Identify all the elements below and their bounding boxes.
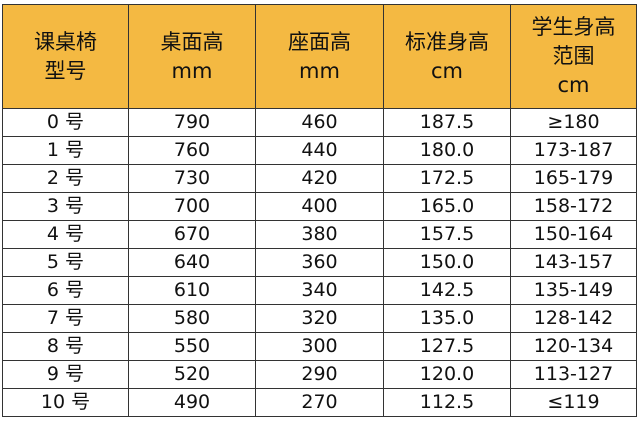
header-line: 标准身高 bbox=[405, 29, 489, 54]
cell-standard-height: 135.0 bbox=[383, 304, 511, 333]
table-row: 6 号 610 340 142.5 135-149 bbox=[2, 276, 637, 305]
cell-model: 1 号 bbox=[2, 136, 129, 165]
cell-student-height-range: 135-149 bbox=[510, 276, 637, 305]
table-row: 9 号 520 290 120.0 113-127 bbox=[2, 360, 637, 389]
cell-model: 8 号 bbox=[2, 332, 129, 361]
cell-desk-height: 550 bbox=[128, 332, 256, 361]
cell-student-height-range: 158-172 bbox=[510, 192, 637, 221]
header-seat-height: 座面高 mm bbox=[255, 4, 384, 109]
table-row: 1 号 760 440 180.0 173-187 bbox=[2, 136, 637, 165]
header-standard-height: 标准身高 cm bbox=[383, 4, 511, 109]
cell-model: 9 号 bbox=[2, 360, 129, 389]
cell-seat-height: 290 bbox=[255, 360, 384, 389]
cell-student-height-range: ≥180 bbox=[510, 108, 637, 137]
cell-standard-height: 165.0 bbox=[383, 192, 511, 221]
cell-seat-height: 440 bbox=[255, 136, 384, 165]
header-line: 课桌椅 bbox=[34, 29, 97, 54]
table-row: 4 号 670 380 157.5 150-164 bbox=[2, 220, 637, 249]
cell-student-height-range: 165-179 bbox=[510, 164, 637, 193]
table-row: 10 号 490 270 112.5 ≤119 bbox=[2, 388, 637, 417]
table-row: 0 号 790 460 187.5 ≥180 bbox=[2, 108, 637, 137]
cell-model: 10 号 bbox=[2, 388, 129, 417]
table-row: 8 号 550 300 127.5 120-134 bbox=[2, 332, 637, 361]
cell-standard-height: 187.5 bbox=[383, 108, 511, 137]
table-row: 2 号 730 420 172.5 165-179 bbox=[2, 164, 637, 193]
table-row: 7 号 580 320 135.0 128-142 bbox=[2, 304, 637, 333]
cell-desk-height: 490 bbox=[128, 388, 256, 417]
cell-desk-height: 580 bbox=[128, 304, 256, 333]
cell-desk-height: 700 bbox=[128, 192, 256, 221]
cell-seat-height: 380 bbox=[255, 220, 384, 249]
cell-standard-height: 172.5 bbox=[383, 164, 511, 193]
header-line: 型号 bbox=[44, 58, 87, 83]
header-line: mm bbox=[171, 58, 213, 83]
cell-student-height-range: ≤119 bbox=[510, 388, 637, 417]
cell-standard-height: 127.5 bbox=[383, 332, 511, 361]
cell-student-height-range: 143-157 bbox=[510, 248, 637, 277]
cell-seat-height: 320 bbox=[255, 304, 384, 333]
cell-model: 6 号 bbox=[2, 276, 129, 305]
header-line: 座面高 bbox=[288, 29, 351, 54]
cell-student-height-range: 128-142 bbox=[510, 304, 637, 333]
cell-standard-height: 120.0 bbox=[383, 360, 511, 389]
cell-model: 0 号 bbox=[2, 108, 129, 137]
header-line: 桌面高 bbox=[160, 29, 224, 54]
cell-seat-height: 400 bbox=[255, 192, 384, 221]
cell-desk-height: 730 bbox=[128, 164, 256, 193]
cell-student-height-range: 173-187 bbox=[510, 136, 637, 165]
header-desk-height: 桌面高 mm bbox=[128, 4, 256, 109]
header-student-height-range: 学生身高范围 cm bbox=[510, 4, 637, 109]
cell-desk-height: 670 bbox=[128, 220, 256, 249]
cell-standard-height: 112.5 bbox=[383, 388, 511, 417]
cell-seat-height: 300 bbox=[255, 332, 384, 361]
table-row: 5 号 640 360 150.0 143-157 bbox=[2, 248, 637, 277]
header-line: 学生身高 bbox=[531, 15, 616, 39]
cell-desk-height: 640 bbox=[128, 248, 256, 277]
cell-seat-height: 340 bbox=[255, 276, 384, 305]
cell-student-height-range: 150-164 bbox=[510, 220, 637, 249]
header-line: cm bbox=[557, 73, 590, 97]
cell-model: 3 号 bbox=[2, 192, 129, 221]
desk-chair-size-table: 课桌椅 型号 桌面高 mm 座面高 mm 标准身高 cm 学生身高 范围 cm 0 号 790 460 1… bbox=[2, 4, 637, 417]
cell-desk-height: 520 bbox=[128, 360, 256, 389]
header-line: 范围 bbox=[552, 44, 595, 68]
cell-student-height-range: 120-134 bbox=[510, 332, 637, 361]
cell-student-height-range: 113-127 bbox=[510, 360, 637, 389]
cell-standard-height: 150.0 bbox=[383, 248, 511, 277]
cell-desk-height: 610 bbox=[128, 276, 256, 305]
cell-desk-height: 760 bbox=[128, 136, 256, 165]
cell-desk-height: 790 bbox=[128, 108, 256, 137]
cell-seat-height: 420 bbox=[255, 164, 384, 193]
header-model: 课桌椅 型号 bbox=[2, 4, 129, 109]
table-row: 3 号 700 400 165.0 158-172 bbox=[2, 192, 637, 221]
cell-standard-height: 157.5 bbox=[383, 220, 511, 249]
cell-model: 4 号 bbox=[2, 220, 129, 249]
cell-seat-height: 360 bbox=[255, 248, 384, 277]
cell-standard-height: 180.0 bbox=[383, 136, 511, 165]
cell-model: 2 号 bbox=[2, 164, 129, 193]
cell-standard-height: 142.5 bbox=[383, 276, 511, 305]
header-row: 课桌椅型号 桌面高 mm 座面高 mm 标准身高 cm 学生身高范围 cm bbox=[2, 4, 637, 109]
header-line: mm bbox=[299, 58, 340, 83]
cell-model: 7 号 bbox=[2, 304, 129, 333]
cell-seat-height: 270 bbox=[255, 388, 384, 417]
cell-model: 5 号 bbox=[2, 248, 129, 277]
header-line: cm bbox=[430, 58, 463, 83]
cell-seat-height: 460 bbox=[255, 108, 384, 137]
